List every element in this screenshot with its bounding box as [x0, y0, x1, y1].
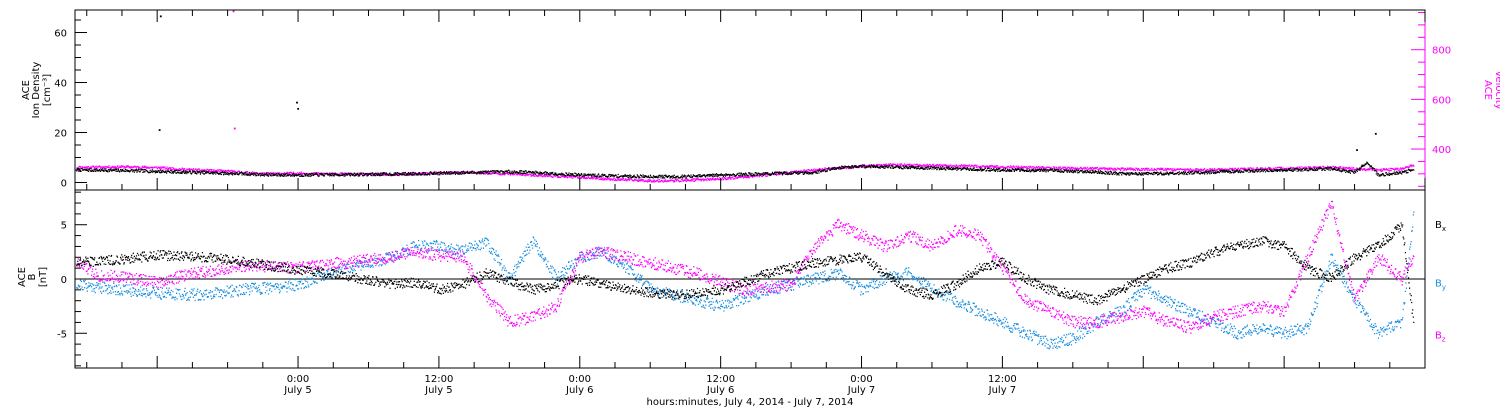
legend-bx-subscript: x: [1442, 225, 1446, 233]
date-tick-label: July 5: [424, 385, 453, 396]
velocity-tick-label: 400: [1432, 145, 1451, 156]
b-axis-title-1: B: [27, 273, 38, 280]
legend-bx: Bx: [1435, 220, 1446, 233]
density-series-outlier-2: [296, 101, 298, 104]
b-tick-label: 0: [61, 275, 67, 286]
density-tick-label: 40: [54, 79, 67, 90]
time-tick-label: 0:00: [569, 374, 591, 385]
density-axis-title-0: ACE: [21, 80, 32, 100]
density-series: [76, 161, 1415, 179]
density-tick-label: 0: [61, 179, 67, 190]
time-tick-label: 12:00: [988, 374, 1017, 385]
x-axis-title: hours:minutes, July 4, 2014 - July 7, 20…: [647, 397, 854, 408]
b-tick-label: 5: [61, 221, 67, 232]
density-tick-label: 60: [54, 29, 67, 40]
velocity-series-outlier-1: [233, 127, 236, 130]
time-tick-label: 0:00: [850, 374, 872, 385]
date-tick-label: July 6: [565, 385, 594, 396]
date-tick-label: July 6: [706, 385, 735, 396]
density-series-outlier-3: [297, 107, 300, 110]
time-tick-label: 12:00: [424, 374, 453, 385]
date-tick-label: July 7: [847, 385, 876, 396]
legend-by: By: [1435, 279, 1446, 292]
by-series: [76, 211, 1415, 350]
bx-series: [76, 222, 1415, 324]
velocity-tick-label: 800: [1432, 46, 1451, 57]
panel1-frame: [74, 9, 1426, 191]
b-axis-title-2: [nT]: [38, 267, 49, 287]
density-series-outlier-1: [158, 129, 161, 131]
velocity-axis-title-1: Velocity: [1493, 70, 1500, 109]
date-tick-label: July 7: [988, 385, 1017, 396]
density-axis-title-1: Ion Density: [31, 62, 42, 119]
density-axis-title-2: [cm⁻³]: [42, 74, 53, 106]
time-tick-label: 0:00: [287, 374, 309, 385]
b-tick-label: -5: [57, 329, 67, 340]
velocity-series-outlier-0: [232, 10, 235, 13]
legend-bz-subscript: z: [1442, 336, 1446, 344]
density-series-outlier-5: [1374, 132, 1377, 135]
velocity-tick-label: 600: [1432, 95, 1451, 106]
density-series-outlier-0: [159, 15, 162, 18]
magnetic-field-panel: -5 0 5 ACE B [nT] Bx By Bz: [17, 189, 1446, 369]
b-axis-title-0: ACE: [17, 267, 28, 287]
velocity-axis-title-0: ACE: [1482, 80, 1493, 100]
legend-by-subscript: y: [1442, 284, 1446, 292]
date-tick-label: July 5: [283, 385, 312, 396]
legend-bz: Bz: [1435, 331, 1446, 344]
density-tick-label: 20: [54, 129, 67, 140]
time-tick-label: 12:00: [706, 374, 735, 385]
density-series-outlier-4: [1356, 149, 1358, 151]
